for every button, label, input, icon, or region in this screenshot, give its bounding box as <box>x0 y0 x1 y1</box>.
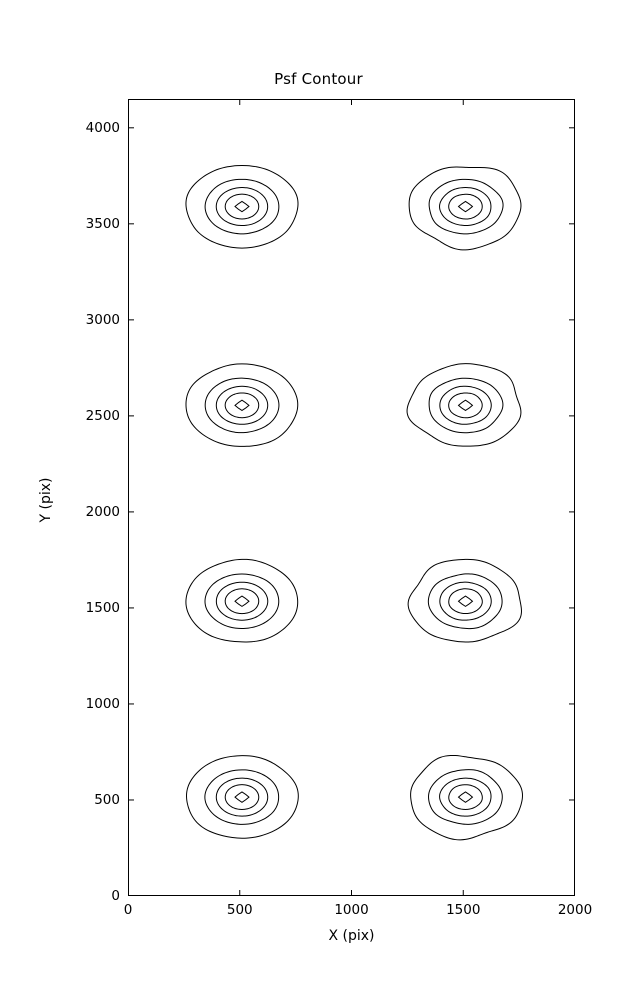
y-tick-label: 3000 <box>85 311 120 328</box>
y-tick-label: 1000 <box>85 695 120 712</box>
contour-level-0 <box>185 165 299 249</box>
y-tick-label-column: 0 500 1000 1500 2000 2500 3000 3500 4000 <box>0 0 120 1000</box>
contour-level-1 <box>428 769 503 825</box>
contour-level-0 <box>410 754 523 841</box>
contour-level-2 <box>439 777 492 817</box>
contour-level-2 <box>439 581 492 621</box>
contour-level-4 <box>457 595 474 607</box>
psf-contour-group <box>185 363 299 447</box>
y-tick-label: 3500 <box>85 215 120 232</box>
y-tick-label: 1500 <box>85 599 120 616</box>
contour-level-0 <box>408 166 522 251</box>
contour-level-3 <box>224 784 260 810</box>
contour-level-3 <box>224 588 260 615</box>
y-tick-label: 500 <box>94 791 120 808</box>
plot-axes <box>128 99 575 896</box>
contour-level-2 <box>439 187 492 227</box>
x-tick-label: 500 <box>226 902 253 918</box>
contour-level-4 <box>457 200 474 213</box>
y-axis-label-wrap: Y (pix) <box>34 0 58 1000</box>
contour-level-1 <box>428 178 504 235</box>
x-tick-label-row: 0 500 1000 1500 2000 <box>0 902 637 926</box>
axes-frame-and-ticks <box>128 99 575 896</box>
contour-plot-svg <box>128 99 575 896</box>
psf-contour-group <box>186 755 299 839</box>
contour-level-2 <box>215 385 269 425</box>
psf-contour-group <box>185 165 299 249</box>
contour-level-1 <box>204 178 280 235</box>
y-tick-label: 0 <box>111 888 120 904</box>
contour-level-3 <box>448 588 483 615</box>
contour-level-0 <box>186 755 299 839</box>
psf-contour-group <box>406 363 522 447</box>
contour-level-4 <box>234 200 250 213</box>
contour-level-4 <box>234 595 250 607</box>
page-title: Psf Contour <box>274 70 363 88</box>
contour-level-3 <box>224 392 260 419</box>
y-tick-label: 2500 <box>85 407 120 424</box>
contour-level-0 <box>407 558 522 643</box>
x-tick-label: 1500 <box>446 902 481 918</box>
contour-level-2 <box>439 385 492 425</box>
contour-level-1 <box>428 377 504 434</box>
contour-level-4 <box>234 791 250 803</box>
y-tick-label: 2000 <box>85 503 120 520</box>
contour-level-0 <box>406 363 522 447</box>
contour-level-0 <box>185 558 299 643</box>
y-tick-label: 4000 <box>85 119 120 136</box>
contour-level-1 <box>427 573 503 630</box>
contour-level-3 <box>448 784 483 810</box>
contour-level-3 <box>448 392 483 419</box>
contour-level-4 <box>457 791 474 803</box>
x-tick-label: 1000 <box>334 902 369 918</box>
psf-contour-group <box>407 558 522 643</box>
contour-level-2 <box>215 581 269 621</box>
contour-level-1 <box>204 377 280 434</box>
contour-level-1 <box>204 573 280 630</box>
x-tick-label: 2000 <box>557 902 593 918</box>
contour-level-2 <box>215 187 269 227</box>
contour-level-3 <box>224 193 260 220</box>
psf-contour-group <box>408 166 522 251</box>
contour-level-0 <box>185 363 299 447</box>
psf-contour-group <box>185 558 299 643</box>
contour-level-1 <box>204 769 280 825</box>
psf-contour-group <box>410 754 523 841</box>
x-tick-label: 0 <box>123 902 133 918</box>
y-axis-label: Y (pix) <box>38 477 54 523</box>
contour-level-4 <box>234 399 250 412</box>
contour-level-4 <box>457 399 474 412</box>
contour-level-2 <box>215 777 269 817</box>
x-axis-label: X (pix) <box>328 928 375 944</box>
contour-series-group <box>185 165 523 841</box>
contour-level-3 <box>448 193 483 220</box>
